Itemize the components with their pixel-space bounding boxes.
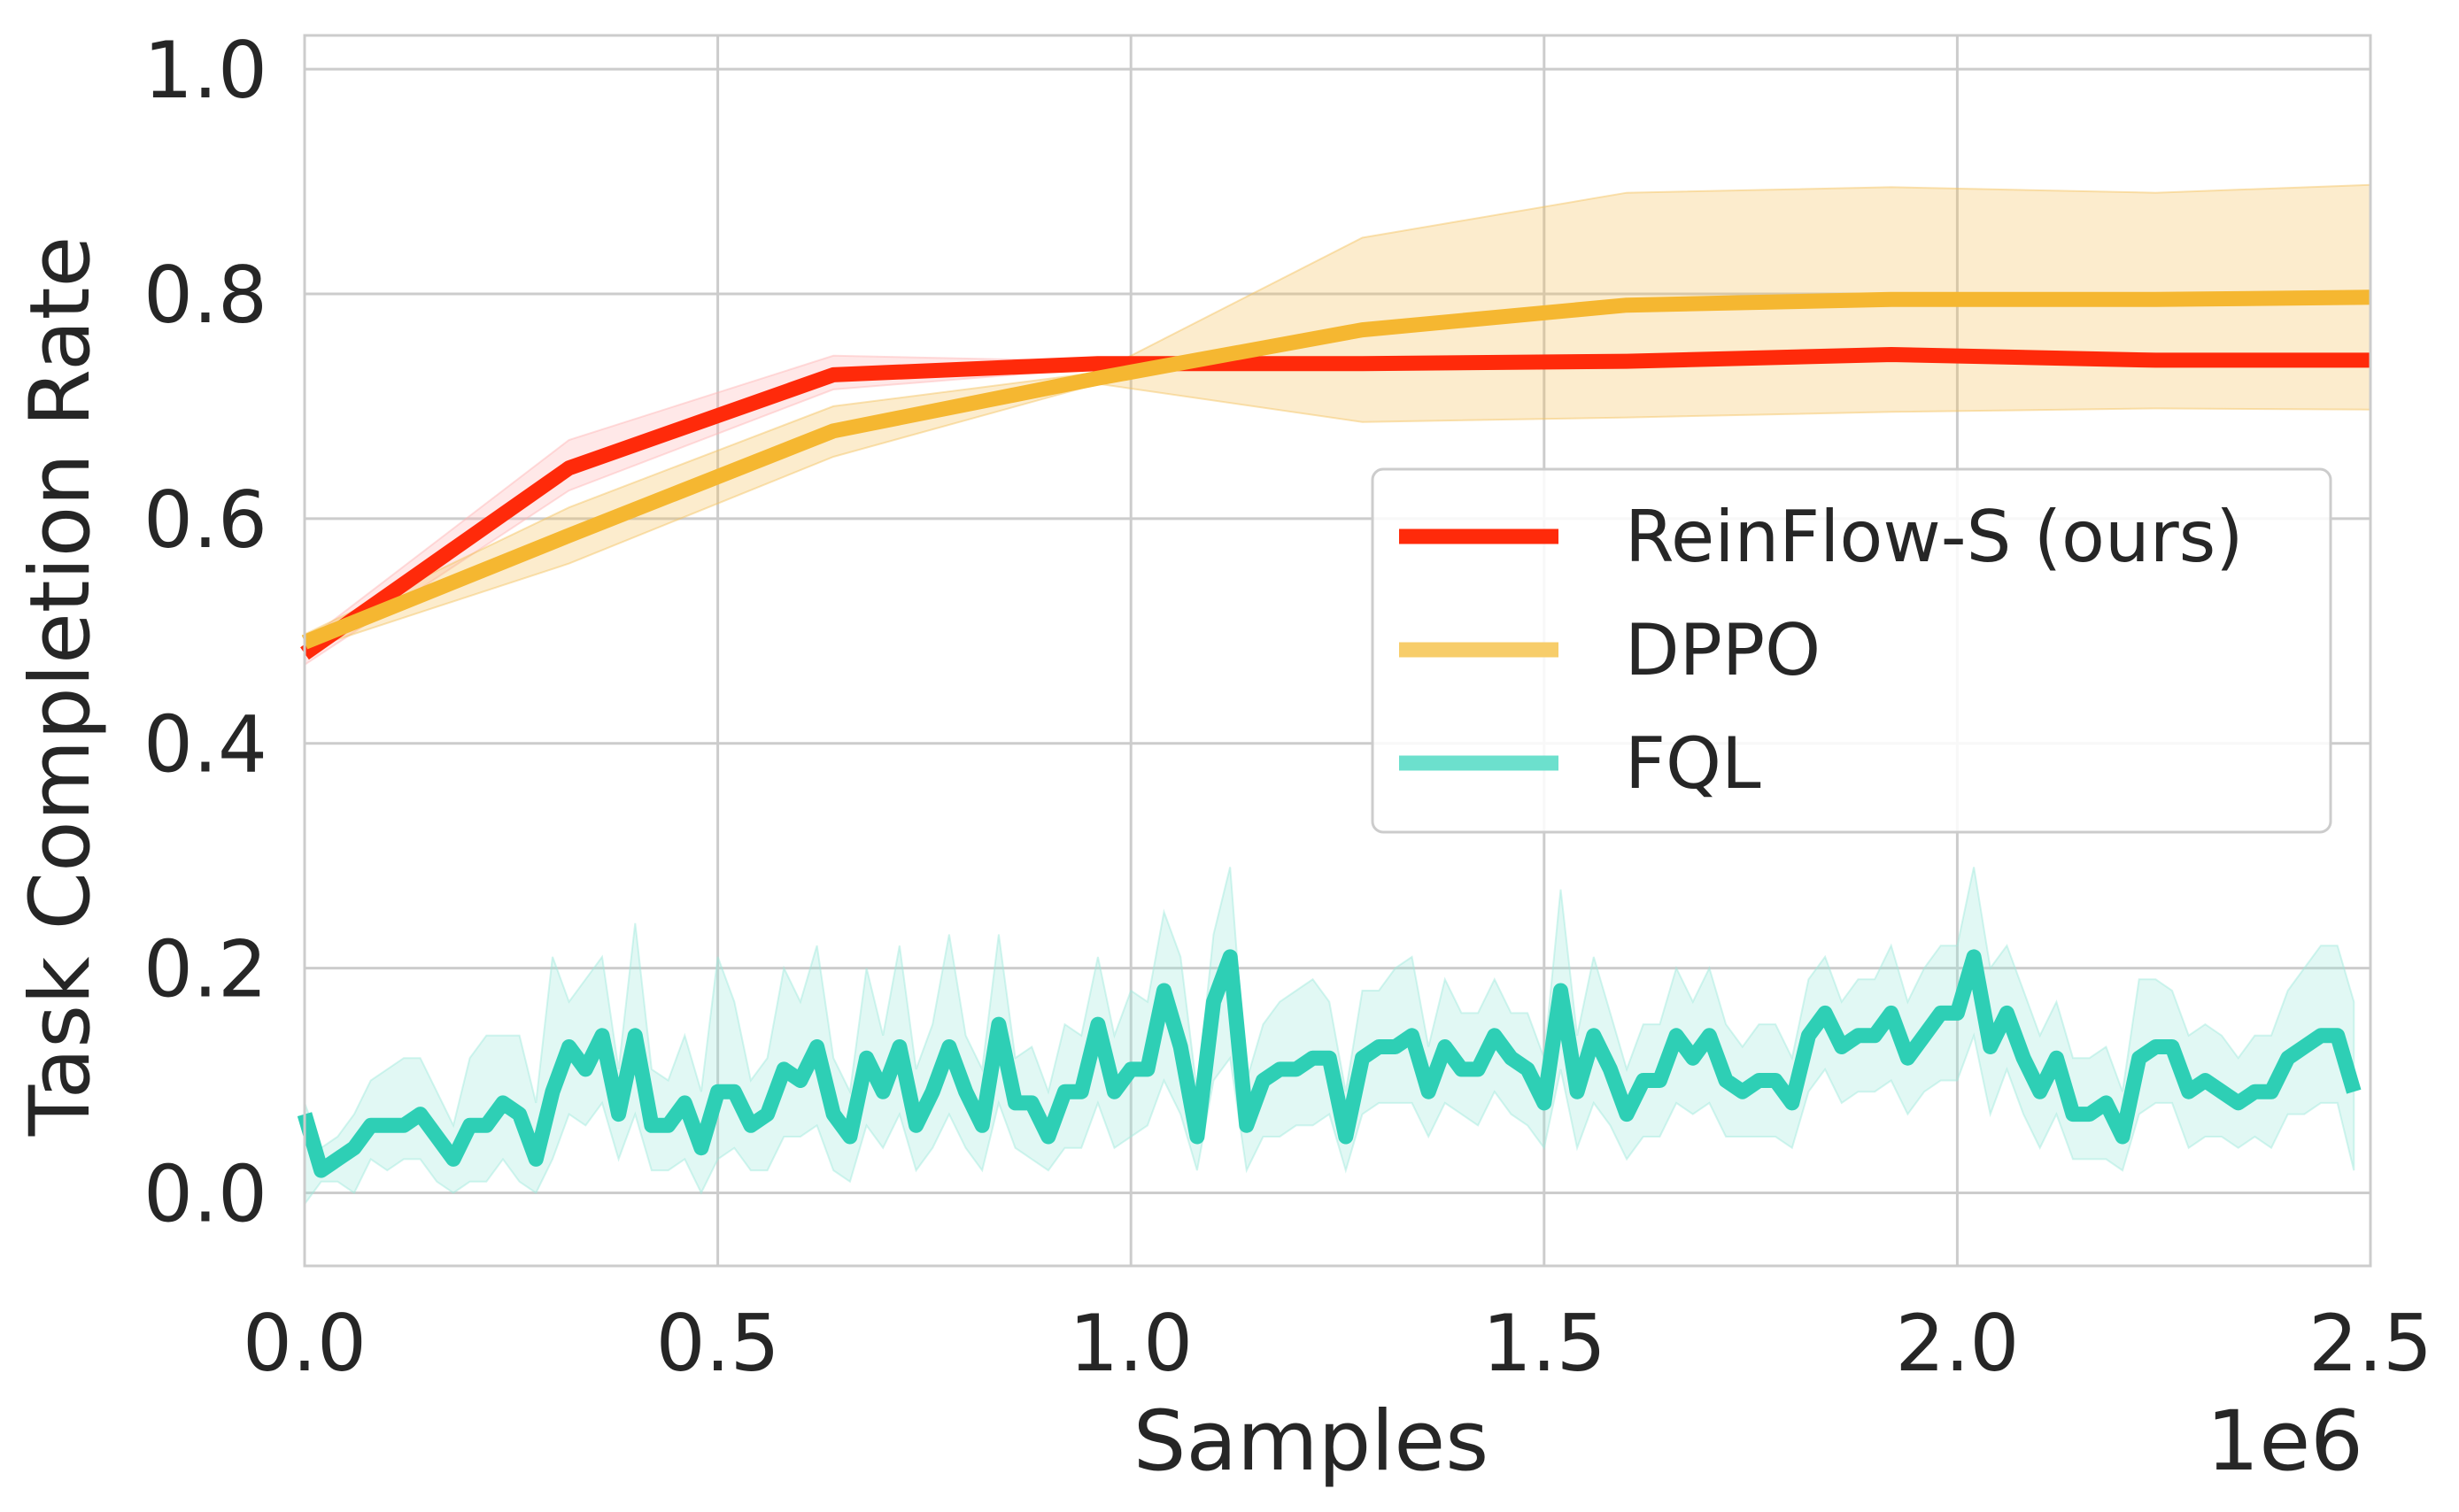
confidence-band [304, 867, 2355, 1207]
x-axis-offset-label: 1e6 [2207, 1393, 2363, 1490]
x-tick-label: 0.0 [243, 1298, 367, 1389]
y-tick-label: 0.0 [143, 1148, 267, 1239]
series-line [301, 289, 2371, 650]
x-axis-label: Samples [1133, 1393, 1489, 1490]
x-tick-label: 1.0 [1069, 1298, 1193, 1389]
series-line [297, 949, 2362, 1178]
y-tick-label: 0.4 [143, 699, 267, 791]
y-tick-labels: 0.0 0.2 0.4 0.6 0.8 1.0 [143, 25, 267, 1239]
legend-label: FQL [1625, 722, 1761, 805]
y-axis-label: Task Completion Rate [12, 236, 109, 1138]
legend-box [1371, 467, 2332, 834]
x-tick-label: 2.0 [1895, 1298, 2019, 1389]
y-tick-label: 0.2 [143, 924, 267, 1015]
x-tick-label: 1.5 [1482, 1298, 1606, 1389]
legend-label: DPPO [1625, 609, 1821, 691]
x-tick-labels: 0.0 0.5 1.0 1.5 2.0 2.5 [243, 1298, 2432, 1389]
legend: ReinFlow-S (ours) DPPO FQL [1371, 467, 2332, 834]
x-tick-label: 0.5 [656, 1298, 780, 1389]
y-tick-label: 1.0 [143, 25, 267, 116]
series-line [300, 347, 2370, 660]
legend-label: ReinFlow-S (ours) [1625, 496, 2243, 578]
series-lines [297, 289, 2371, 1178]
plot-frame [303, 34, 2372, 1268]
y-tick-label: 0.8 [143, 250, 267, 341]
y-tick-label: 0.6 [143, 474, 267, 566]
x-tick-label: 2.5 [2308, 1298, 2432, 1389]
